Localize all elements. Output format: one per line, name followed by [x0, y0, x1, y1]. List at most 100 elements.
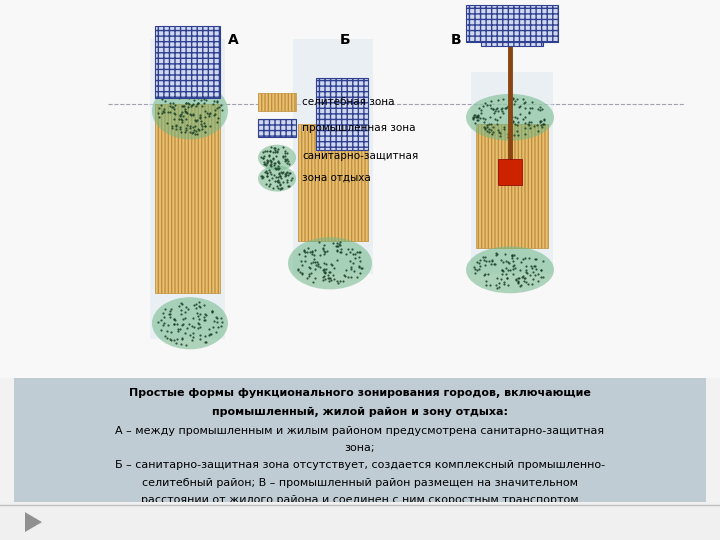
Point: [318, 264, 330, 273]
Point: [536, 273, 547, 281]
Point: [272, 145, 284, 153]
Point: [292, 266, 304, 275]
Point: [509, 264, 521, 273]
Point: [176, 299, 187, 308]
Point: [494, 132, 505, 140]
Text: Б – санитарно-защитная зона отсутствует, создается комплексный промышленно-: Б – санитарно-защитная зона отсутствует,…: [115, 460, 605, 470]
Point: [274, 181, 286, 190]
Point: [199, 310, 211, 319]
Point: [504, 117, 516, 125]
Point: [497, 95, 508, 104]
Point: [182, 103, 194, 112]
Point: [274, 172, 286, 180]
Point: [208, 96, 220, 105]
Point: [534, 102, 546, 111]
Point: [271, 177, 283, 186]
Point: [177, 315, 189, 323]
Point: [529, 261, 541, 270]
Bar: [155, 26, 220, 98]
Point: [526, 104, 538, 112]
Point: [259, 159, 271, 168]
Point: [518, 274, 530, 282]
Point: [479, 261, 490, 269]
Point: [520, 278, 531, 286]
Point: [216, 105, 228, 114]
Point: [180, 107, 192, 116]
Point: [296, 270, 307, 279]
Point: [207, 306, 218, 315]
Text: Простые формы функционального зонирования городов, включающие: Простые формы функционального зонировани…: [129, 388, 591, 399]
Point: [327, 271, 338, 279]
Point: [204, 122, 216, 130]
Point: [331, 247, 343, 256]
Point: [284, 181, 295, 190]
Point: [265, 157, 276, 166]
Point: [156, 326, 167, 335]
Point: [192, 323, 204, 332]
Point: [182, 98, 194, 107]
Point: [500, 264, 512, 273]
Point: [271, 165, 283, 173]
Point: [490, 105, 502, 114]
Point: [276, 184, 287, 193]
Point: [198, 95, 210, 104]
Point: [180, 126, 192, 134]
Point: [185, 89, 197, 97]
Point: [281, 149, 292, 158]
Point: [495, 113, 506, 122]
Bar: [258, 119, 296, 137]
Point: [481, 281, 492, 289]
Point: [481, 120, 492, 129]
Text: А – между промышленным и жилым районом предусмотрена санитарно-защитная: А – между промышленным и жилым районом п…: [115, 426, 605, 436]
Point: [472, 111, 484, 120]
Point: [467, 113, 479, 122]
Point: [487, 105, 499, 113]
Point: [158, 313, 169, 322]
Point: [163, 321, 174, 330]
Point: [271, 163, 283, 172]
Point: [318, 247, 330, 255]
Point: [309, 246, 320, 254]
Point: [315, 251, 326, 259]
Point: [354, 248, 366, 256]
Point: [498, 278, 509, 287]
Point: [183, 304, 194, 313]
Point: [285, 176, 297, 184]
Point: [468, 110, 480, 119]
Point: [274, 184, 286, 193]
Point: [194, 113, 206, 122]
Point: [530, 254, 541, 263]
Point: [195, 85, 207, 94]
Point: [179, 307, 190, 316]
Point: [483, 127, 495, 136]
Point: [507, 257, 518, 266]
Point: [158, 93, 170, 102]
Point: [274, 180, 286, 188]
Point: [274, 164, 285, 172]
Point: [212, 323, 224, 332]
Point: [479, 253, 490, 261]
Point: [200, 96, 212, 104]
Point: [277, 152, 289, 161]
Point: [204, 110, 215, 119]
Point: [161, 119, 172, 127]
Point: [174, 324, 186, 333]
Point: [187, 314, 199, 322]
Point: [174, 123, 186, 132]
Point: [168, 114, 179, 123]
Point: [507, 251, 518, 260]
Point: [518, 94, 529, 103]
Point: [519, 124, 531, 133]
Point: [512, 117, 523, 126]
Point: [281, 171, 292, 179]
Point: [508, 270, 519, 279]
Point: [349, 253, 361, 262]
Point: [303, 263, 315, 272]
Point: [186, 123, 198, 131]
Point: [495, 105, 507, 113]
Point: [495, 129, 506, 138]
Point: [486, 130, 498, 138]
Point: [192, 83, 203, 92]
Point: [261, 157, 273, 166]
Point: [523, 120, 535, 129]
